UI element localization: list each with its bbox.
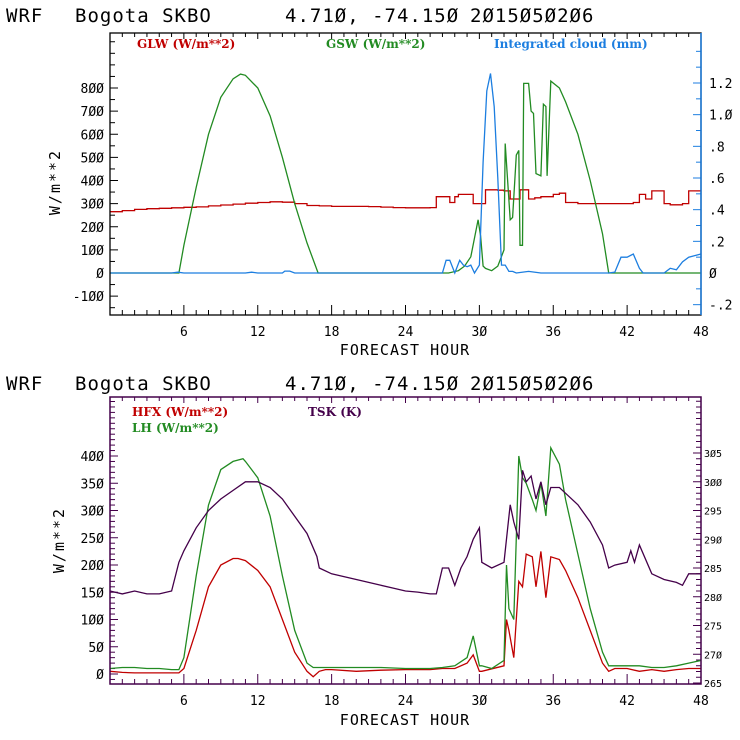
top-panel: WRF Bogota SKBO 4.71Ø, -74.15Ø 2Ø15Ø5Ø2Ø… [6,5,733,359]
y-tick-label: 4ØØ [81,175,105,190]
y2-tick-label: 295 [704,507,722,518]
series-line-glw [110,189,701,213]
y2-tick-label: 265 [704,679,722,690]
x-tick-label: 12 [250,325,266,340]
y2-tick-label: 3Ø5 [704,448,722,460]
y2-tick-label: .8 [709,140,725,155]
y2-tick-label: 1.2 [709,77,732,92]
y2-tick-label: .2 [709,235,725,250]
y2-tick-label: Ø [709,267,717,282]
bottom-title-init-time: 2Ø15Ø5Ø2Ø6 [470,373,594,395]
x-tick-label: 3Ø [472,694,488,709]
top-title-model: WRF [6,5,43,27]
y-tick-label: 15Ø [81,586,105,601]
bottom-y-axis-label: W/m**2 [50,507,68,573]
x-tick-label: 36 [545,694,561,709]
top-x-axis-label: FORECAST HOUR [340,341,470,359]
y-tick-label: Ø [96,668,104,683]
bottom-legend-lh: LH (W/m**2) [132,421,219,435]
x-tick-label: 12 [250,694,266,709]
y2-tick-label: 29Ø [704,534,722,546]
y-tick-label: Ø [96,267,104,282]
x-tick-label: 6 [180,325,188,340]
top-title-coords: 4.71Ø, -74.15Ø [285,5,459,27]
x-tick-label: 18 [324,325,340,340]
series-line-lh [110,445,701,671]
top-title-init-time: 2Ø15Ø5Ø2Ø6 [470,5,594,27]
x-tick-label: 3Ø [472,325,488,340]
y-tick-label: 1ØØ [81,244,105,259]
top-axes: 6 12 18 24 3Ø 36 42 48 -1ØØ Ø 1ØØ 2ØØ 3ØØ 4ØØ 5ØØ 6ØØ 7Ø… [73,33,733,340]
x-tick-label: 36 [545,325,561,340]
y-tick-label: 5ØØ [81,151,105,166]
x-tick-label: 24 [398,694,414,709]
bottom-series [110,445,701,678]
y-tick-label: 2ØØ [81,221,105,236]
bottom-axes: 6 12 18 24 3Ø 36 42 48 Ø 5Ø 1ØØ 15Ø 2ØØ 25Ø 3ØØ 35Ø 4ØØ 2… [81,397,722,709]
y2-tick-label: 27Ø [704,649,722,661]
bottom-legend-hfx: HFX (W/m**2) [132,405,228,419]
series-line-integrated [110,73,701,275]
y-tick-label: 2ØØ [81,559,105,574]
y-tick-label: 7ØØ [81,105,105,120]
y2-tick-label: 3ØØ [704,477,722,489]
y2-tick-label: 285 [704,564,722,575]
top-legend-cloud: Integrated cloud (mm) [494,37,648,51]
series-line-tsk [110,470,701,595]
y-tick-label: -1ØØ [73,290,104,305]
y-tick-label: 5Ø [88,641,104,656]
top-legend-glw: GLW (W/m**2) [137,37,235,51]
y-tick-label: 6ØØ [81,128,105,143]
x-tick-label: 18 [324,694,340,709]
top-legend-gsw: GSW (W/m**2) [326,37,425,51]
bottom-legend-tsk: TSK (K) [308,405,362,419]
y2-tick-label: 275 [704,622,722,633]
top-series [110,73,701,275]
y-tick-label: 3ØØ [81,198,105,213]
x-tick-label: 48 [693,325,709,340]
y2-tick-label: -.2 [709,299,732,314]
y-tick-label: 35Ø [81,477,105,492]
bottom-plot-frame [109,396,702,685]
y-tick-label: 4ØØ [81,450,105,465]
y2-tick-label: 1.Ø [709,109,733,124]
y-tick-label: 1ØØ [81,614,105,629]
bottom-panel: WRF Bogota SKBO 4.71Ø, -74.15Ø 2Ø15Ø5Ø2Ø… [6,373,722,729]
top-y-axis-label: W/m**2 [46,149,64,215]
bottom-title-station: Bogota SKBO [75,373,212,395]
y-tick-label: 25Ø [81,532,105,547]
x-tick-label: 42 [619,694,635,709]
y2-tick-label: .6 [709,172,725,187]
x-tick-label: 6 [180,694,188,709]
bottom-x-axis-label: FORECAST HOUR [340,711,470,729]
bottom-title-coords: 4.71Ø, -74.15Ø [285,373,459,395]
y2-tick-label: 28Ø [704,592,722,604]
series-line-gsw [110,73,701,274]
x-tick-label: 48 [693,694,709,709]
x-tick-label: 42 [619,325,635,340]
y-tick-label: 3ØØ [81,505,105,520]
y-tick-label: 8ØØ [81,82,105,97]
x-tick-label: 24 [398,325,414,340]
y2-tick-label: .4 [709,204,725,219]
top-title-station: Bogota SKBO [75,5,212,27]
bottom-title-model: WRF [6,373,43,395]
series-line-hfx [110,551,701,678]
